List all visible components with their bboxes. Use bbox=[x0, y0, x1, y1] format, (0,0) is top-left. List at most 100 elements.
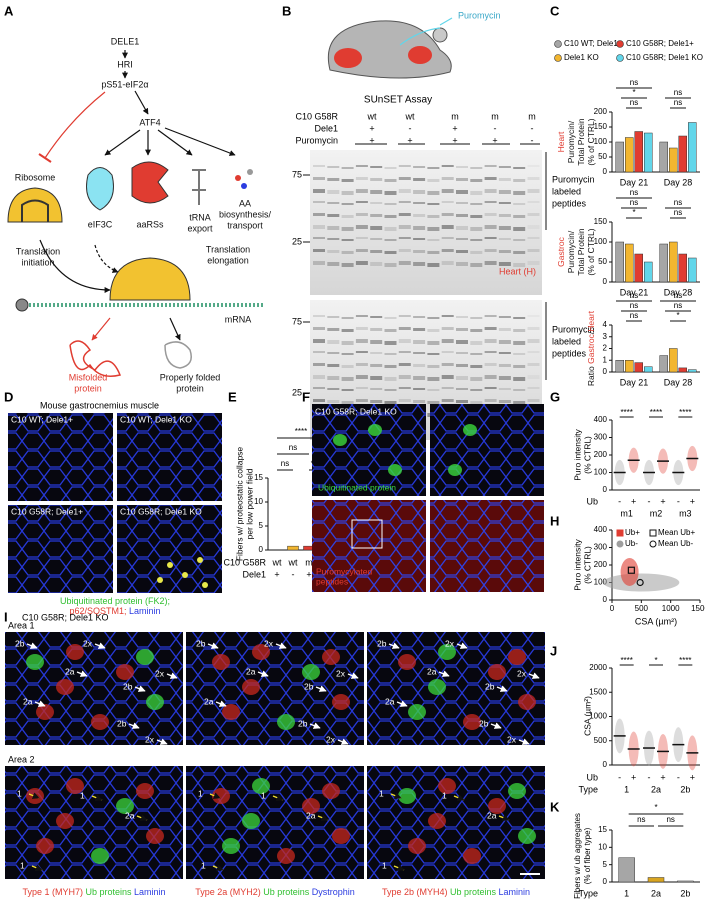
blot-band bbox=[427, 263, 440, 267]
image-label: Ubiquitinated protein bbox=[318, 482, 396, 492]
ub-label: - bbox=[648, 772, 651, 782]
blot-band bbox=[327, 202, 340, 204]
blot-band bbox=[327, 250, 340, 253]
blot-band bbox=[498, 376, 511, 380]
fiber bbox=[146, 828, 164, 844]
significance: ns bbox=[630, 301, 638, 310]
blot-band bbox=[527, 315, 540, 317]
blot-band bbox=[384, 377, 397, 381]
significance: ns bbox=[674, 98, 682, 107]
blot-band bbox=[413, 238, 426, 240]
blot-band bbox=[513, 377, 526, 381]
blot-band bbox=[341, 329, 354, 332]
blot-band bbox=[470, 191, 483, 195]
y-tick-label: 150 bbox=[594, 217, 608, 226]
label-part: Type 1 (MYH7) bbox=[22, 887, 85, 897]
micrograph bbox=[186, 632, 364, 745]
fiber bbox=[518, 694, 536, 710]
genotype-cell: wt bbox=[272, 557, 282, 567]
blot-band bbox=[513, 263, 526, 267]
significance: **** bbox=[650, 408, 662, 417]
fiber bbox=[222, 838, 240, 854]
fiber-type-label: 2a bbox=[65, 666, 75, 676]
blot-band bbox=[484, 363, 497, 366]
fiber bbox=[408, 704, 426, 720]
blot-band bbox=[370, 262, 383, 266]
x-tick-label: 2b bbox=[680, 888, 690, 898]
blot-band bbox=[341, 227, 354, 231]
blot-band bbox=[427, 179, 440, 182]
caption: Type 1 (MYH7) Ub proteins Laminin bbox=[22, 887, 165, 897]
aggregate bbox=[368, 424, 382, 436]
x-tick-label: 1 bbox=[624, 784, 629, 794]
blot-band bbox=[355, 177, 368, 180]
legend-label: Mean Ub+ bbox=[658, 528, 695, 537]
pathway-diagram bbox=[38, 50, 236, 341]
fiber-arrow bbox=[209, 792, 221, 799]
fiber-type-label: 2b bbox=[485, 681, 495, 691]
blot-band bbox=[327, 226, 340, 230]
blot-band bbox=[513, 401, 526, 404]
y-tick-label: 2 bbox=[603, 344, 608, 353]
blot-band bbox=[456, 376, 468, 380]
fiber-type-label: 2b bbox=[123, 681, 133, 691]
y-tick-label: 0 bbox=[603, 367, 608, 376]
blot-band bbox=[484, 315, 497, 317]
significance: ns bbox=[630, 78, 638, 87]
fiber bbox=[302, 798, 320, 814]
fiber bbox=[26, 654, 44, 670]
fiber bbox=[428, 813, 446, 829]
bar bbox=[634, 362, 643, 373]
fiber-type-label: 2b bbox=[479, 718, 489, 728]
y-tick-label: 200 bbox=[594, 450, 608, 459]
blot-band bbox=[470, 317, 483, 319]
blot-band bbox=[441, 375, 454, 379]
fiber bbox=[146, 694, 164, 710]
y-tick-label: 4 bbox=[603, 320, 608, 329]
y-axis-label: Heart bbox=[556, 131, 566, 152]
x-tick-label: Day 28 bbox=[664, 177, 693, 187]
zoom-box bbox=[351, 519, 383, 549]
fiber-type-label: 2x bbox=[83, 638, 93, 648]
genotype-cell: wt bbox=[288, 557, 298, 567]
blot-band bbox=[370, 340, 383, 344]
legend-label: C10 G58R; Dele1+ bbox=[626, 39, 694, 48]
micrograph bbox=[430, 500, 544, 592]
fiber-type-label: 2x bbox=[445, 638, 455, 648]
blot-band bbox=[484, 189, 497, 193]
fiber-type-label: 2a bbox=[427, 666, 437, 676]
blot-band bbox=[398, 249, 411, 252]
fiber bbox=[488, 798, 506, 814]
axis-label: Ub bbox=[586, 772, 598, 782]
fiber-type-label: 1 bbox=[382, 860, 387, 870]
blot-band bbox=[313, 351, 325, 353]
label-part: / bbox=[586, 331, 596, 334]
blot-band bbox=[327, 178, 340, 181]
blot-band bbox=[384, 401, 397, 404]
mw-marker: 75 bbox=[292, 316, 302, 326]
blot-band bbox=[384, 167, 397, 169]
y-tick-label: 5 bbox=[259, 521, 264, 530]
diagram-label: pS51-eIF2α bbox=[101, 79, 148, 89]
blot-band bbox=[456, 352, 468, 354]
fiber bbox=[438, 644, 456, 660]
fiber-arrow bbox=[393, 864, 405, 871]
label-part: Puromycin/ bbox=[566, 230, 576, 273]
blot-band bbox=[498, 214, 511, 217]
blot-band bbox=[384, 215, 397, 218]
fiber bbox=[56, 679, 74, 695]
fiber bbox=[463, 848, 481, 864]
blot-band bbox=[370, 388, 383, 390]
blot-band bbox=[384, 353, 397, 355]
fiber bbox=[242, 813, 260, 829]
y-tick-label: 0 bbox=[259, 545, 264, 554]
fiber bbox=[302, 664, 320, 680]
blot-band bbox=[527, 327, 540, 330]
legend-marker bbox=[616, 54, 624, 62]
blot-band bbox=[413, 226, 426, 230]
fiber-type-label: 2x bbox=[155, 668, 165, 678]
blot-band bbox=[470, 353, 483, 355]
fiber-type-label: 2x bbox=[507, 734, 517, 744]
y-axis-label: Total Protein bbox=[576, 118, 586, 166]
y-tick-label: 100 bbox=[594, 237, 608, 246]
